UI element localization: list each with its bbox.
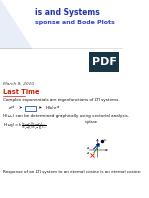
Bar xyxy=(89,52,119,72)
Text: $e^{st}$: $e^{st}$ xyxy=(8,105,15,113)
Text: sponse and Bode Plots: sponse and Bode Plots xyxy=(35,20,114,25)
Text: $H(s)$: $H(s)$ xyxy=(25,105,36,111)
Polygon shape xyxy=(0,0,31,48)
Text: March 9, 2010: March 9, 2010 xyxy=(3,82,34,86)
Text: PDF: PDF xyxy=(92,57,117,67)
Text: $H(s)e^{st}$: $H(s)e^{st}$ xyxy=(45,105,61,113)
Bar xyxy=(25,106,36,110)
Text: s-plane: s-plane xyxy=(85,120,98,124)
Text: Complex exponentials are eigenfunctions of LTI systems.: Complex exponentials are eigenfunctions … xyxy=(3,98,120,102)
Text: $s_0$: $s_0$ xyxy=(103,138,108,144)
Text: $z_2$: $z_2$ xyxy=(86,146,91,152)
Text: $z_1$: $z_1$ xyxy=(86,151,91,157)
Text: H(ω₀) can be determined graphically using vectorial analysis.: H(ω₀) can be determined graphically usin… xyxy=(3,114,129,118)
Text: Response of an LTI system to an eternal cosine is an eternal cosine:: Response of an LTI system to an eternal … xyxy=(3,170,142,174)
Text: $H(\omega_0)=k\,\frac{(s_0\!-\!z_1)(s_0\!-\!z_2)\cdots}{(s_0\!-\!p_1)(s_0\!-\!p_: $H(\omega_0)=k\,\frac{(s_0\!-\!z_1)(s_0\… xyxy=(3,120,47,133)
Text: Last Time: Last Time xyxy=(3,89,40,95)
Text: is and Systems: is and Systems xyxy=(35,8,99,17)
